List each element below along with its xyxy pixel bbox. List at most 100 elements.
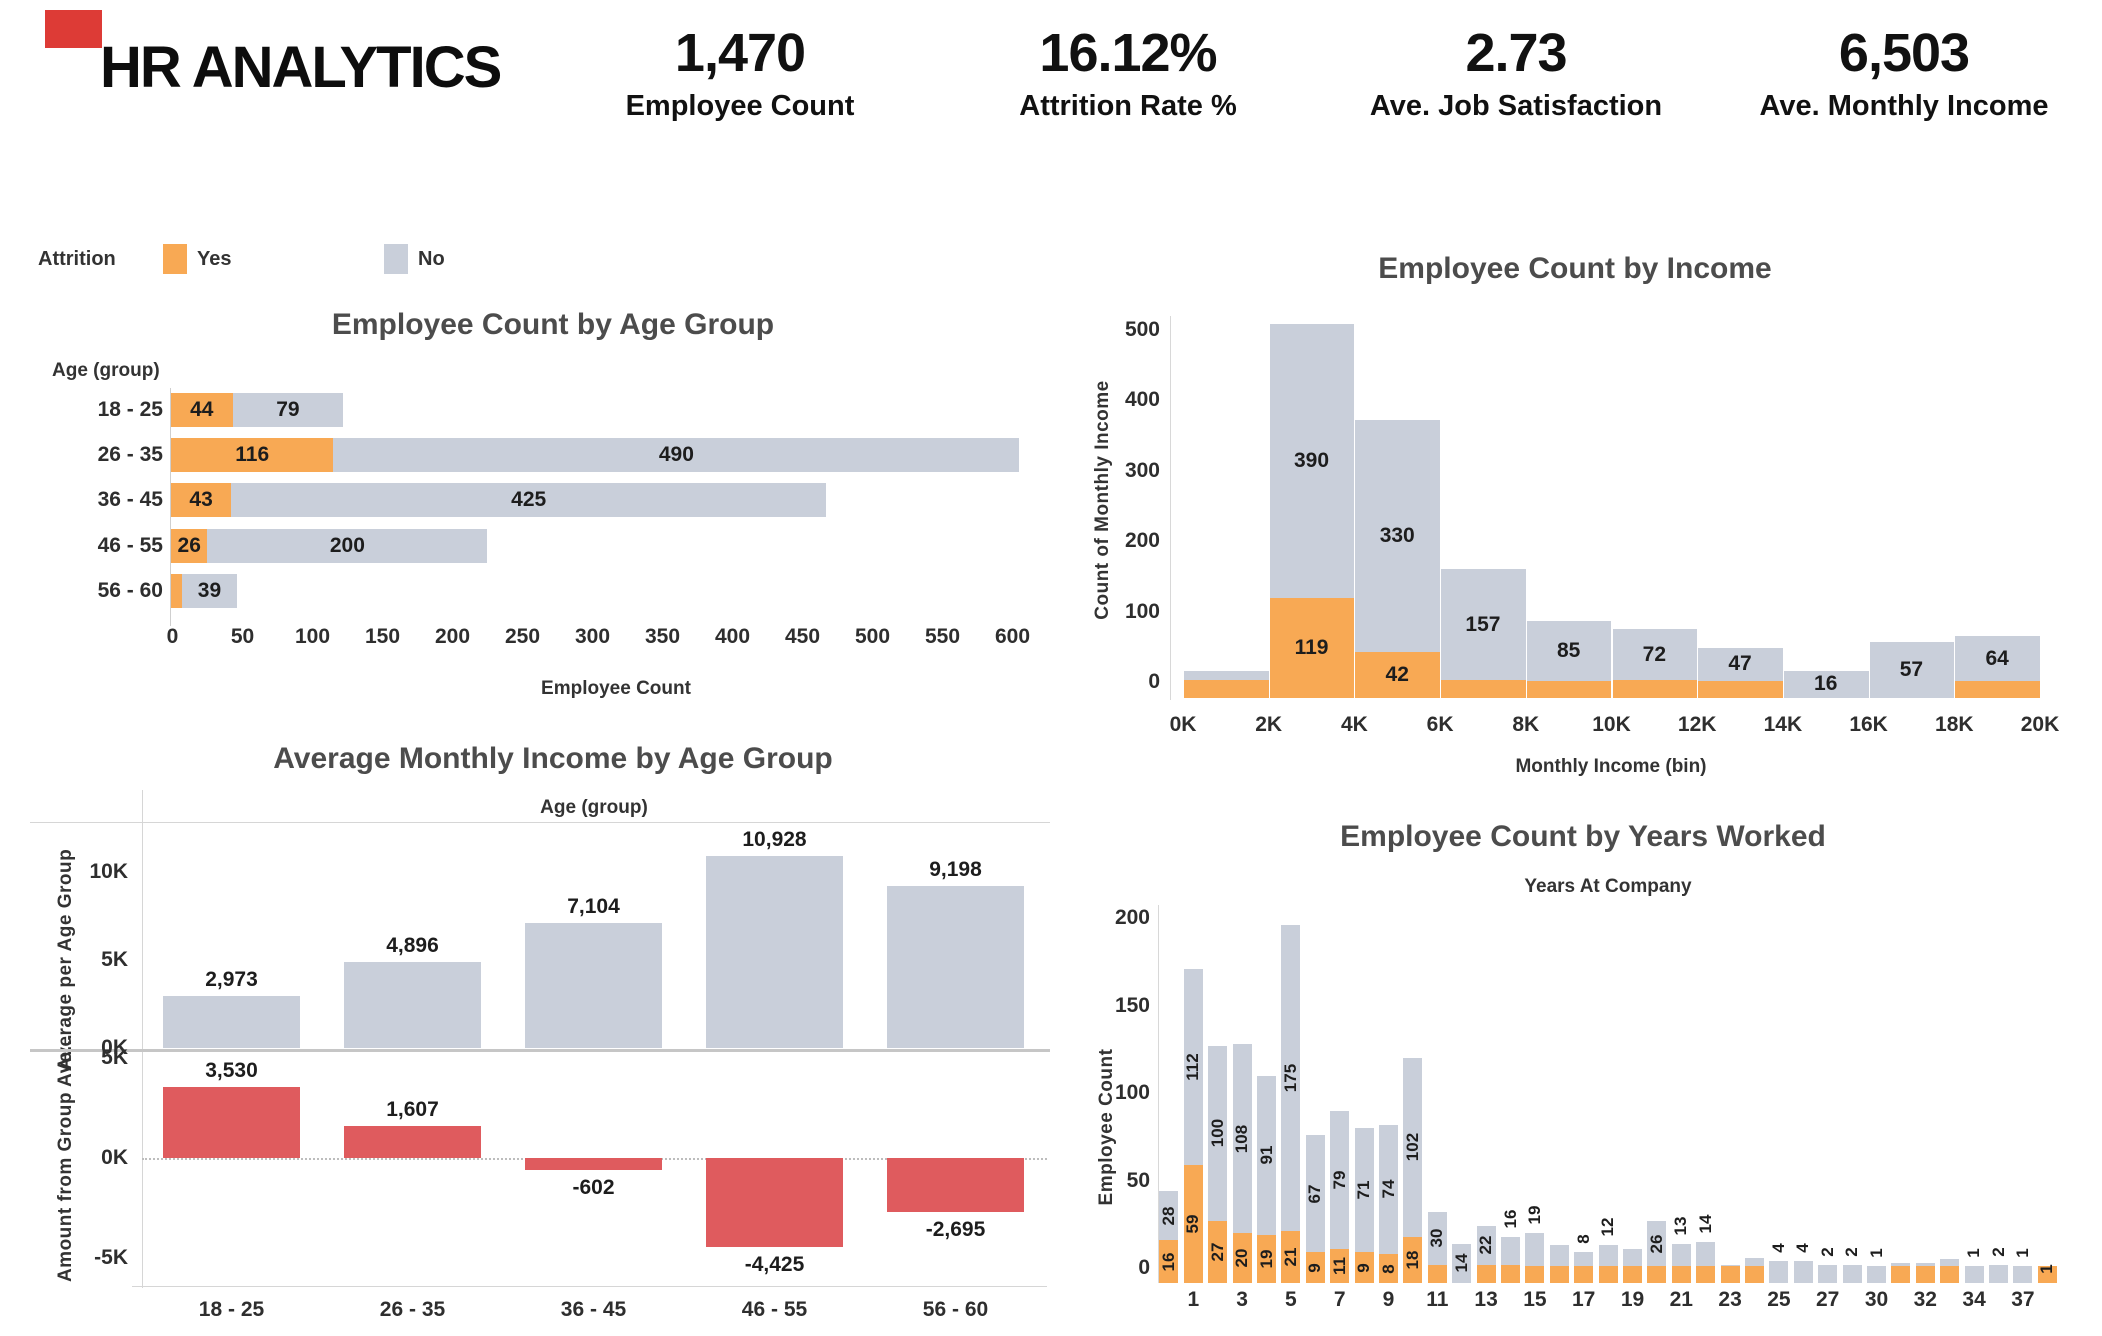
years-bar-segment-no[interactable]	[1940, 1259, 1960, 1267]
avg-income-bar[interactable]	[887, 886, 1024, 1048]
years-bar-segment-yes[interactable]	[1720, 1266, 1740, 1283]
deviation-bar-negative[interactable]	[706, 1158, 843, 1247]
income-bar-segment-no[interactable]	[1354, 420, 1441, 653]
years-bar-segment-no[interactable]	[1281, 925, 1301, 1232]
years-bar-segment-no[interactable]	[1623, 1248, 1642, 1267]
income-bar-segment-no[interactable]	[1440, 569, 1526, 680]
income-bar-segment-yes[interactable]	[1268, 598, 1355, 698]
years-bar-segment-yes[interactable]	[1159, 1240, 1179, 1283]
income-bar-segment-no[interactable]	[1782, 670, 1869, 698]
avg-income-bar[interactable]	[163, 995, 300, 1048]
legend-swatch-yes[interactable]	[163, 244, 187, 274]
years-bar-segment-yes[interactable]	[1647, 1266, 1667, 1283]
years-bar-segment-no[interactable]	[1915, 1262, 1935, 1267]
years-bar-segment-no[interactable]	[1257, 1075, 1276, 1235]
income-bar-segment-no[interactable]	[1268, 323, 1355, 599]
years-bar-segment-no[interactable]	[1525, 1233, 1545, 1267]
years-bar-segment-yes[interactable]	[1549, 1266, 1569, 1283]
legend-label-no[interactable]: No	[418, 248, 445, 270]
years-bar-segment-no[interactable]	[1745, 1257, 1764, 1267]
age-group-bar-segment-yes[interactable]	[171, 528, 208, 563]
years-bar-segment-no[interactable]	[1208, 1045, 1228, 1221]
income-bar-segment-yes[interactable]	[1525, 680, 1612, 698]
years-bar-segment-no[interactable]	[1232, 1044, 1252, 1233]
income-bar-segment-no[interactable]	[1525, 620, 1612, 681]
years-bar-segment-no[interactable]	[1501, 1236, 1520, 1265]
years-bar-segment-yes[interactable]	[1208, 1220, 1228, 1283]
age-group-bar-segment-no[interactable]	[232, 392, 344, 427]
avg-income-bar[interactable]	[706, 855, 843, 1048]
years-bar-segment-yes[interactable]	[1574, 1266, 1594, 1283]
income-bar-segment-no[interactable]	[1183, 671, 1269, 680]
years-bar-segment-yes[interactable]	[1257, 1234, 1276, 1283]
legend-label-yes[interactable]: Yes	[197, 248, 232, 270]
years-bar-segment-yes[interactable]	[1940, 1266, 1960, 1283]
income-bar-segment-yes[interactable]	[1697, 680, 1783, 698]
income-bar-segment-yes[interactable]	[1440, 679, 1526, 698]
years-bar-segment-no[interactable]	[1183, 968, 1203, 1165]
years-bar-segment-yes[interactable]	[1525, 1266, 1545, 1283]
deviation-bar-positive[interactable]	[344, 1125, 481, 1158]
years-bar-segment-no[interactable]	[1647, 1220, 1667, 1267]
years-bar-segment-no[interactable]	[1354, 1128, 1374, 1253]
years-bar-segment-yes[interactable]	[1379, 1254, 1398, 1283]
years-bar-segment-no[interactable]	[1476, 1226, 1496, 1265]
years-bar-segment-no[interactable]	[1598, 1245, 1618, 1267]
deviation-bar-negative[interactable]	[887, 1158, 1024, 1212]
income-bar-segment-no[interactable]	[1868, 641, 1955, 698]
income-bar-segment-no[interactable]	[1697, 647, 1783, 681]
years-bar-segment-yes[interactable]	[1403, 1236, 1423, 1283]
years-bar-segment-no[interactable]	[1379, 1124, 1398, 1254]
years-bar-segment-no[interactable]	[1989, 1264, 2008, 1283]
years-bar-segment-no[interactable]	[1867, 1266, 1886, 1283]
years-bar-segment-yes[interactable]	[1305, 1252, 1325, 1283]
income-bar-segment-yes[interactable]	[1354, 652, 1441, 698]
years-bar-segment-no[interactable]	[1720, 1264, 1740, 1267]
years-bar-segment-no[interactable]	[1574, 1252, 1594, 1267]
years-bar-segment-no[interactable]	[1452, 1243, 1472, 1283]
years-bar-segment-yes[interactable]	[1915, 1266, 1935, 1283]
years-bar-segment-yes[interactable]	[1696, 1266, 1716, 1283]
years-bar-segment-yes[interactable]	[1354, 1252, 1374, 1283]
years-bar-segment-no[interactable]	[1769, 1261, 1789, 1283]
age-group-bar-segment-yes[interactable]	[171, 573, 183, 608]
years-bar-segment-no[interactable]	[1793, 1261, 1813, 1283]
age-group-bar-segment-no[interactable]	[207, 528, 488, 563]
legend-swatch-no[interactable]	[384, 244, 408, 274]
age-group-bar-segment-yes[interactable]	[171, 483, 232, 518]
income-bar-segment-yes[interactable]	[1611, 679, 1698, 698]
years-bar-segment-yes[interactable]	[1427, 1264, 1447, 1283]
income-bar-segment-no[interactable]	[1611, 629, 1698, 680]
years-bar-segment-yes[interactable]	[1501, 1264, 1520, 1283]
years-bar-segment-yes[interactable]	[2037, 1266, 2057, 1283]
years-bar-segment-yes[interactable]	[1891, 1266, 1911, 1283]
age-group-bar-segment-yes[interactable]	[171, 438, 334, 472]
age-group-bar-segment-no[interactable]	[182, 573, 237, 608]
years-bar-segment-no[interactable]	[1891, 1262, 1911, 1267]
years-bar-segment-no[interactable]	[1549, 1245, 1569, 1267]
years-bar-segment-no[interactable]	[1696, 1241, 1716, 1267]
years-bar-segment-yes[interactable]	[1745, 1266, 1764, 1283]
income-bar-segment-yes[interactable]	[1954, 681, 2040, 698]
deviation-bar-positive[interactable]	[163, 1087, 300, 1158]
deviation-bar-negative[interactable]	[525, 1158, 662, 1171]
years-bar-segment-no[interactable]	[1403, 1058, 1423, 1237]
age-group-bar-segment-yes[interactable]	[171, 392, 233, 427]
years-bar-segment-yes[interactable]	[1183, 1164, 1203, 1283]
years-bar-segment-no[interactable]	[1842, 1264, 1862, 1283]
years-bar-segment-yes[interactable]	[1281, 1231, 1301, 1283]
years-bar-segment-no[interactable]	[1159, 1191, 1179, 1240]
avg-income-bar[interactable]	[344, 961, 481, 1048]
years-bar-segment-no[interactable]	[2013, 1266, 2033, 1283]
age-group-bar-segment-no[interactable]	[231, 483, 827, 518]
years-bar-segment-no[interactable]	[1671, 1243, 1691, 1267]
years-bar-segment-no[interactable]	[1818, 1264, 1838, 1283]
years-bar-segment-yes[interactable]	[1476, 1264, 1496, 1283]
years-bar-segment-yes[interactable]	[1623, 1266, 1642, 1283]
income-bar-segment-yes[interactable]	[1183, 679, 1269, 698]
years-bar-segment-no[interactable]	[1305, 1135, 1325, 1253]
years-bar-segment-no[interactable]	[1964, 1266, 1984, 1283]
years-bar-segment-no[interactable]	[1330, 1110, 1350, 1249]
years-bar-segment-yes[interactable]	[1232, 1233, 1252, 1283]
years-bar-segment-no[interactable]	[1427, 1212, 1447, 1265]
